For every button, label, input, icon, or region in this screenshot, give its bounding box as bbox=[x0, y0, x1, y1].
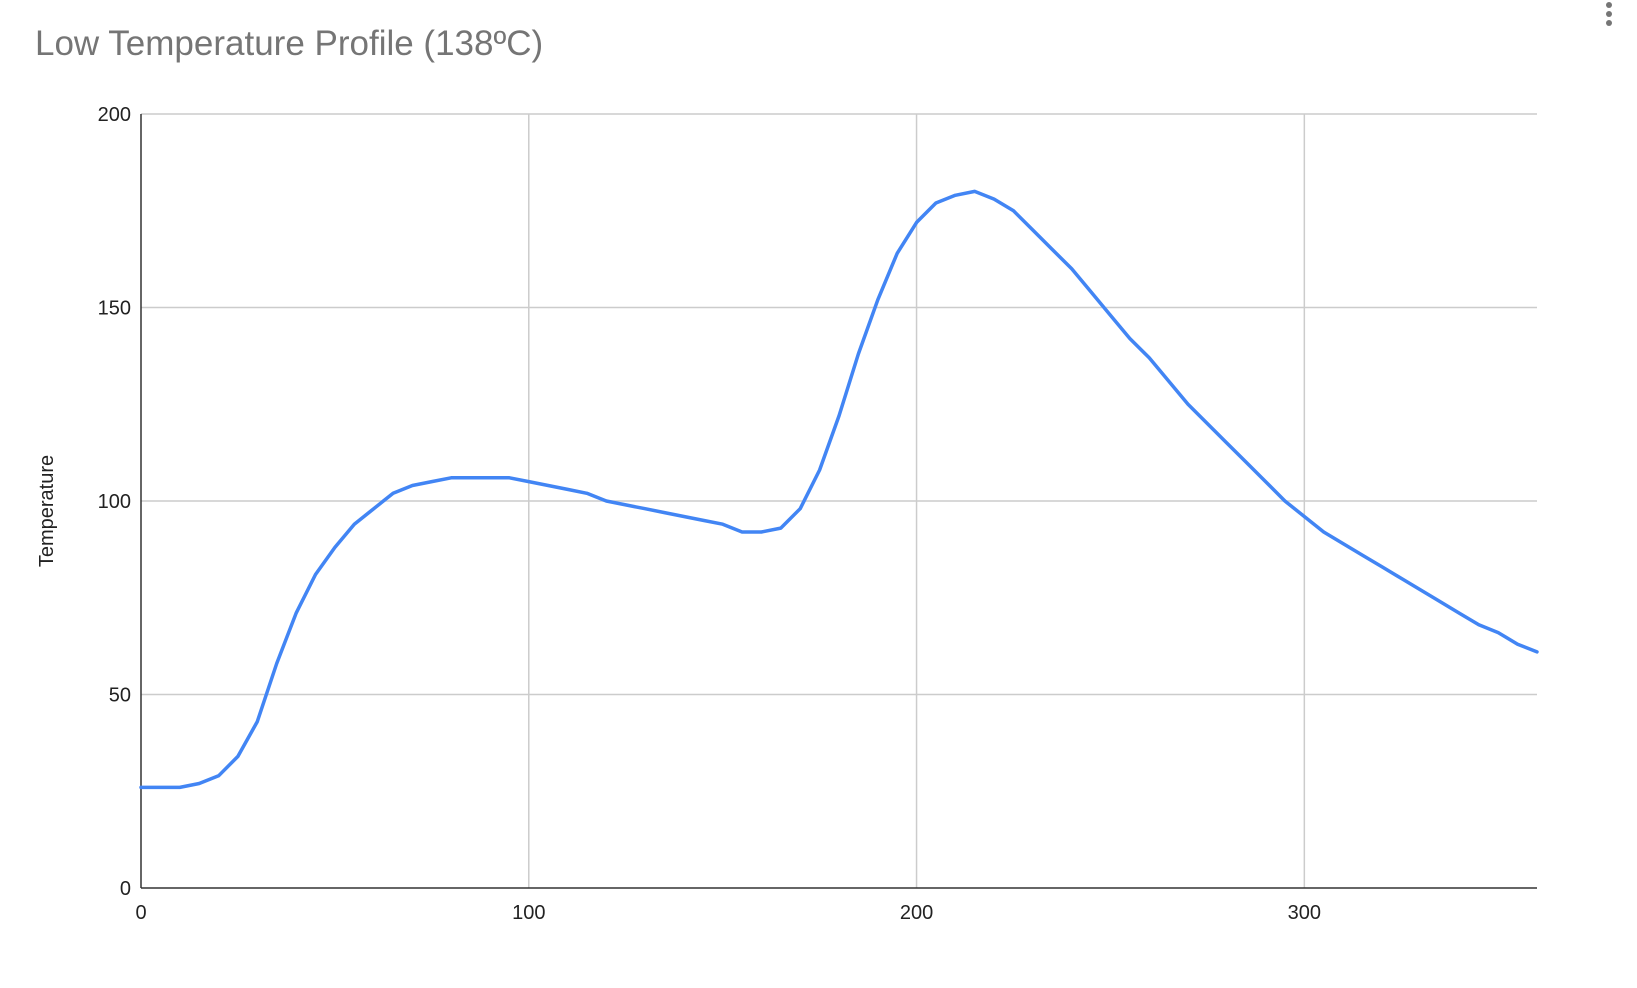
x-tick-label: 100 bbox=[512, 902, 545, 924]
y-tick-label: 0 bbox=[120, 878, 131, 900]
chart-menu-icon[interactable] bbox=[1604, 0, 1614, 30]
x-tick-label: 0 bbox=[135, 902, 146, 924]
y-tick-label: 150 bbox=[98, 298, 131, 320]
y-tick-label: 100 bbox=[98, 491, 131, 513]
y-tick-label: 200 bbox=[98, 104, 131, 126]
series-layer bbox=[139, 189, 1539, 790]
axes bbox=[140, 114, 1537, 889]
gridlines bbox=[141, 113, 1537, 888]
tick-labels: 0 50 100 150 200 0 100 200 300 bbox=[98, 104, 1321, 924]
y-tick-label: 50 bbox=[109, 685, 131, 707]
temperature-series-line bbox=[139, 189, 1539, 790]
x-tick-label: 300 bbox=[1288, 902, 1321, 924]
y-axis-label: Temperature bbox=[36, 455, 58, 567]
chart-title: Low Temperature Profile (138ºC) bbox=[35, 24, 544, 63]
x-tick-label: 200 bbox=[900, 902, 933, 924]
